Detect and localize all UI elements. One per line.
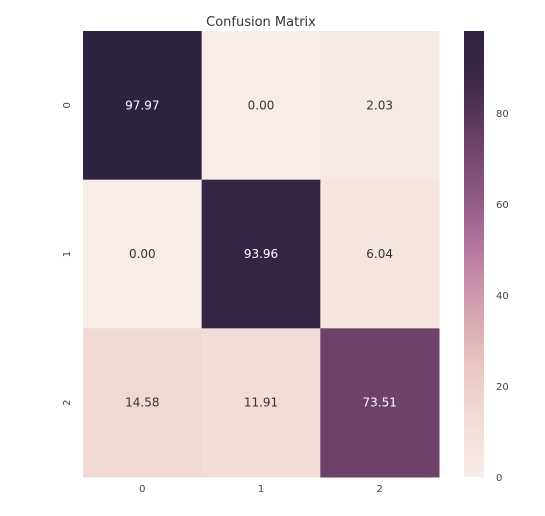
heatmap-cell-r0-c2 bbox=[320, 31, 440, 181]
x-tick-label-2: 2 bbox=[376, 484, 382, 495]
cell-value-label-r2-c0: 14.58 bbox=[125, 396, 159, 410]
cell-value-label-r1-c1: 93.96 bbox=[244, 247, 278, 261]
heatmap-cells bbox=[83, 31, 440, 478]
cell-value-label-r1-c0: 0.00 bbox=[129, 247, 156, 261]
colorbar-tick-labels: 0 20 40 60 80 bbox=[496, 109, 509, 484]
heatmap-cell-r1-c0 bbox=[83, 179, 203, 329]
cell-value-label-r0-c1: 0.00 bbox=[248, 98, 275, 112]
cell-value-label-r2-c1: 11.91 bbox=[244, 396, 278, 410]
x-tick-label-0: 0 bbox=[139, 484, 145, 495]
colorbar-tick-label-0: 0 bbox=[496, 473, 502, 484]
colorbar bbox=[464, 31, 484, 477]
heatmap-cell-r0-c0 bbox=[83, 31, 203, 181]
cell-value-label-r2-c2: 73.51 bbox=[362, 396, 396, 410]
x-axis-tick-labels: 0 1 2 bbox=[139, 484, 383, 495]
colorbar-tick-label-2: 40 bbox=[496, 291, 509, 302]
chart-title: Confusion Matrix bbox=[206, 15, 316, 30]
heatmap-cell-r1-c1 bbox=[201, 179, 321, 329]
y-tick-label-0: 0 bbox=[62, 102, 73, 108]
y-tick-label-1: 1 bbox=[62, 251, 73, 257]
y-tick-label-2: 2 bbox=[62, 399, 73, 405]
colorbar-tick-label-1: 20 bbox=[496, 382, 509, 393]
heatmap-cell-r2-c0 bbox=[83, 328, 203, 478]
y-axis-tick-labels: 0 1 2 bbox=[62, 102, 73, 406]
colorbar-tick-label-4: 80 bbox=[496, 109, 509, 120]
heatmap-cell-r2-c1 bbox=[201, 328, 321, 478]
x-tick-label-1: 1 bbox=[258, 484, 264, 495]
heatmap-cell-r2-c2 bbox=[320, 328, 440, 478]
heatmap-value-labels: 97.97 0.00 2.03 0.00 93.96 6.04 14.58 11.91 73.5… bbox=[125, 98, 397, 409]
colorbar-tick-label-3: 60 bbox=[496, 200, 509, 211]
cell-value-label-r0-c2: 2.03 bbox=[366, 98, 393, 112]
heatmap-cell-r0-c1 bbox=[201, 31, 321, 181]
heatmap-cell-r1-c2 bbox=[320, 179, 440, 329]
cell-value-label-r0-c0: 97.97 bbox=[125, 98, 159, 112]
cell-value-label-r1-c2: 6.04 bbox=[366, 247, 393, 261]
